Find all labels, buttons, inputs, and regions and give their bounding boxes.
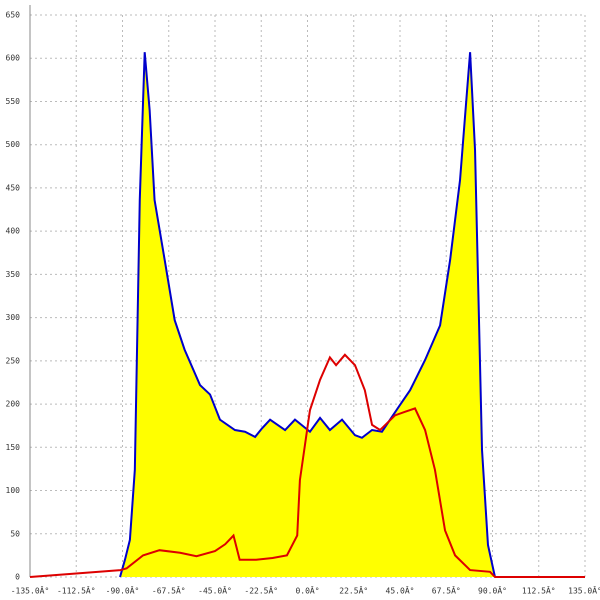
series-line (29, 353, 585, 578)
y-tick-label: 0 (15, 573, 20, 582)
y-tick-label: 50 (10, 529, 20, 538)
x-tick-label: -67.5Â° (152, 585, 186, 596)
y-tick-label: 650 (6, 11, 21, 20)
x-tick-label: -22.5Â° (244, 585, 278, 596)
x-tick-label: 90.0Â° (478, 585, 507, 596)
x-tick-label: -112.5Â° (57, 585, 96, 596)
y-tick-label: 100 (6, 486, 21, 495)
x-tick-label: 45.0Â° (386, 585, 415, 596)
y-tick-label: 450 (6, 183, 21, 192)
x-tick-label: 112.5Â° (522, 585, 556, 596)
x-tick-label: 135.0Â° (568, 585, 600, 596)
x-tick-label: 22.5Â° (339, 585, 368, 596)
y-tick-label: 200 (6, 400, 21, 409)
y-tick-label: 550 (6, 97, 21, 106)
area-fill (120, 52, 495, 577)
y-tick-label: 500 (6, 140, 21, 149)
series-line (119, 52, 496, 578)
y-tick-label: 600 (6, 54, 21, 63)
y-tick-label: 300 (6, 313, 21, 322)
y-tick-label: 400 (6, 227, 21, 236)
y-tick-label: 150 (6, 443, 21, 452)
x-tick-label: -135.0Â° (11, 585, 50, 596)
y-tick-label: 250 (6, 356, 21, 365)
y-tick-label: 350 (6, 270, 21, 279)
x-tick-label: 67.5Â° (432, 585, 461, 596)
x-tick-label: -45.0Â° (198, 585, 232, 596)
x-tick-label: -90.0Â° (106, 585, 140, 596)
x-tick-label: 0.0Â° (295, 585, 319, 596)
